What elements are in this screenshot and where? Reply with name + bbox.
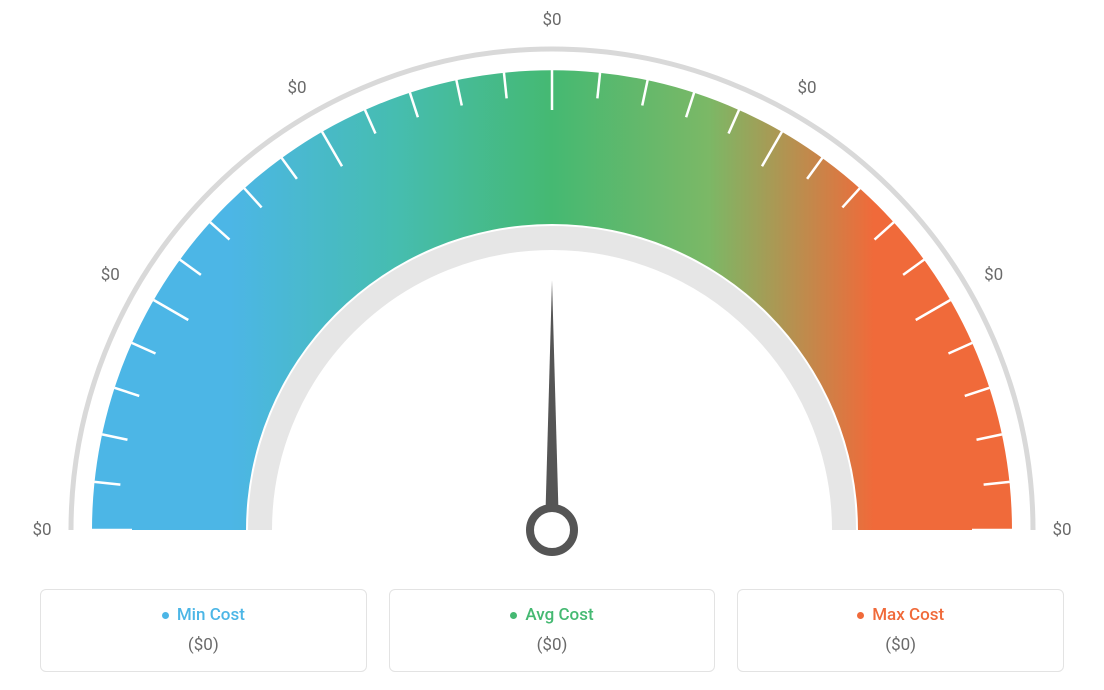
- gauge-svg: [0, 0, 1104, 560]
- gauge-tick-label: $0: [287, 78, 306, 98]
- legend-dot-max: [857, 612, 864, 619]
- legend-card-max: Max Cost ($0): [737, 589, 1064, 673]
- legend-row: Min Cost ($0) Avg Cost ($0) Max Cost ($0…: [40, 589, 1064, 673]
- legend-title-min-text: Min Cost: [177, 605, 245, 625]
- legend-title-min: Min Cost: [162, 605, 245, 625]
- gauge-tick-label: $0: [1052, 520, 1071, 540]
- gauge-tick-label: $0: [542, 10, 561, 30]
- legend-value-avg: ($0): [390, 635, 715, 655]
- legend-dot-avg: [510, 612, 517, 619]
- legend-value-min: ($0): [41, 635, 366, 655]
- cost-gauge-container: $0 $0 $0 $0 $0 $0 $0 Min Cost ($0) Avg Cost ($…: [0, 0, 1104, 690]
- legend-value-max: ($0): [738, 635, 1063, 655]
- gauge-tick-label: $0: [101, 265, 120, 285]
- legend-title-avg-text: Avg Cost: [525, 605, 593, 625]
- legend-dot-min: [162, 612, 169, 619]
- legend-title-max-text: Max Cost: [872, 605, 944, 625]
- legend-card-avg: Avg Cost ($0): [389, 589, 716, 673]
- gauge-tick-label: $0: [797, 78, 816, 98]
- legend-card-min: Min Cost ($0): [40, 589, 367, 673]
- gauge-chart: $0 $0 $0 $0 $0 $0 $0: [0, 0, 1104, 560]
- gauge-tick-label: $0: [32, 520, 51, 540]
- gauge-tick-label: $0: [984, 265, 1003, 285]
- legend-title-max: Max Cost: [857, 605, 944, 625]
- legend-title-avg: Avg Cost: [510, 605, 593, 625]
